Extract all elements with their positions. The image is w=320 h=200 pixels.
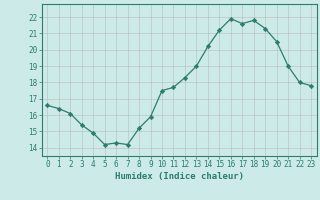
X-axis label: Humidex (Indice chaleur): Humidex (Indice chaleur) — [115, 172, 244, 181]
